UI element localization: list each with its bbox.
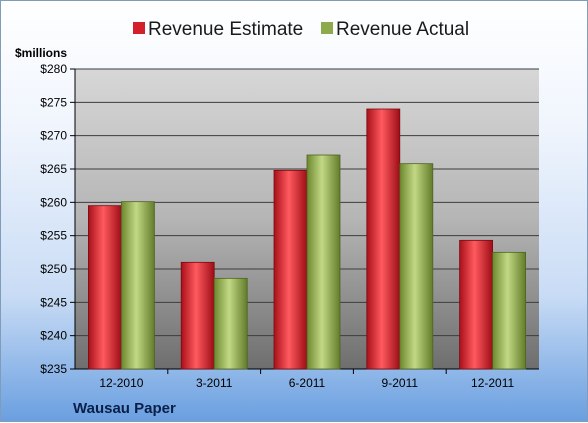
x-tick-label: 12-2010 [99, 376, 143, 390]
bar-actual-6-2011 [306, 154, 341, 370]
y-tick-label: $240 [40, 329, 67, 343]
x-tick-label: 6-2011 [289, 376, 326, 390]
legend-label-actual: Revenue Actual [336, 19, 469, 40]
y-tick-label: $245 [40, 295, 67, 309]
legend-swatch-actual [321, 22, 333, 34]
y-tick-label: $275 [40, 95, 67, 109]
y-tick-label: $250 [40, 262, 67, 276]
x-tick-label: 9-2011 [382, 376, 419, 390]
x-tick-label: 3-2011 [196, 376, 233, 390]
legend-swatch-estimate [133, 22, 145, 34]
bar-estimate-12-2011 [459, 239, 494, 370]
bar-actual-12-2011 [492, 251, 527, 370]
legend-label-estimate: Revenue Estimate [148, 19, 303, 40]
bar-estimate-12-2010 [88, 205, 122, 370]
bar-estimate-9-2011 [366, 108, 401, 370]
y-tick-label: $235 [40, 362, 67, 376]
bar-estimate-3-2011 [180, 261, 215, 370]
y-tick-label: $260 [40, 195, 67, 209]
bar-actual-9-2011 [399, 163, 434, 370]
bar-estimate-6-2011 [273, 169, 308, 370]
y-tick-label: $255 [40, 229, 67, 243]
bar-actual-12-2010 [121, 201, 155, 370]
x-tick-label: 12-2011 [471, 376, 514, 390]
x-axis-ticks: 12-2010 3-2011 6-2011 9-2011 12-2011 [99, 369, 514, 390]
y-tick-label: $280 [40, 62, 67, 76]
bars [88, 108, 527, 370]
company-name: Wausau Paper [73, 400, 176, 417]
y-axis-unit-label: $millions [15, 46, 67, 60]
y-tick-label: $265 [40, 162, 67, 176]
y-tick-label: $270 [40, 129, 67, 143]
bar-actual-3-2011 [213, 277, 248, 370]
